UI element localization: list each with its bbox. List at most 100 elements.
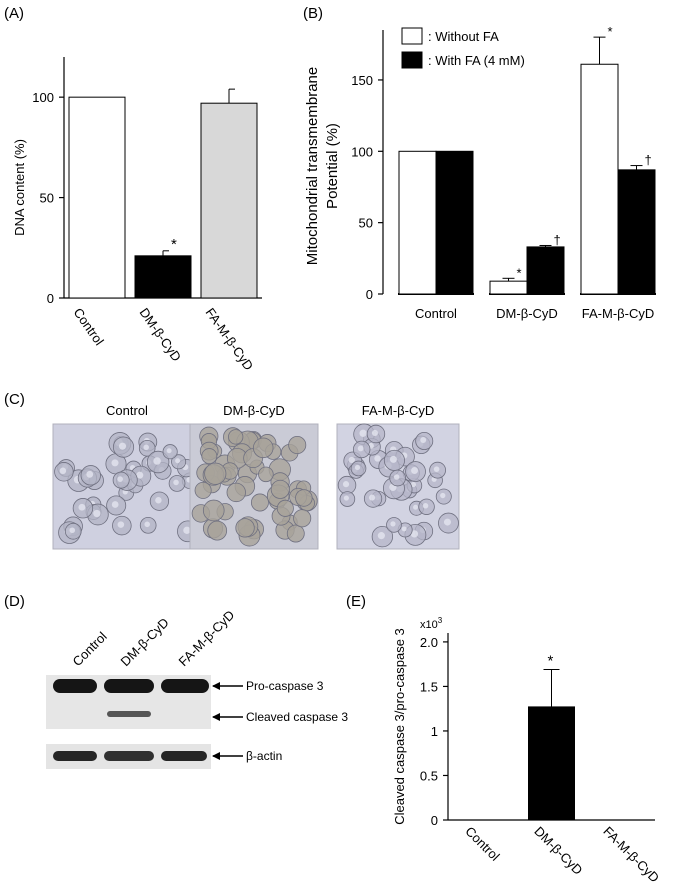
chart-a-bar xyxy=(68,96,126,299)
cell-shape xyxy=(293,509,312,528)
chart-e-x-tick-label: DM-β-CyD xyxy=(531,824,585,878)
chart-b-y-tick-label: 50 xyxy=(359,216,373,231)
chart-e-y-tick-label: 0 xyxy=(431,813,438,828)
cell-nucleus-highlight xyxy=(153,457,161,465)
chart-e-y-tick-label: 0.5 xyxy=(420,768,438,783)
cell-nucleus-highlight xyxy=(118,442,127,450)
micrographs xyxy=(52,423,460,550)
chart-e-y-tick-label: 1.5 xyxy=(420,679,438,694)
cell-shape xyxy=(202,499,225,522)
chart-b-y-axis-label-line-2: Potential (%) xyxy=(324,123,341,209)
cell-nucleus-highlight xyxy=(401,526,407,532)
chart-b-bar-with-fa xyxy=(617,169,656,295)
chart-b-y-axis-label-line-1: Mitochondrial transmembrane xyxy=(304,67,321,265)
cell-nucleus-highlight xyxy=(443,518,451,526)
band-pro-caspase-dm xyxy=(104,679,154,693)
band-cleaved-caspase-dm xyxy=(107,711,151,717)
chart-e-y-tick-label: 1 xyxy=(431,724,438,739)
chart-a-x-tick-label: DM-β-CyD xyxy=(137,305,185,364)
chart-b-bar-without-fa xyxy=(489,280,528,295)
chart-b-bar-with-fa xyxy=(435,150,474,295)
chart-b-x-tick-label: DM-β-CyD xyxy=(496,306,558,321)
cell-shape xyxy=(194,481,212,499)
chart-b-significance-mark: * xyxy=(608,24,613,39)
band-actin-dm xyxy=(104,751,154,761)
cell-nucleus-highlight xyxy=(422,503,429,509)
band-pro-caspase-fa xyxy=(161,679,209,693)
chart-a-bar xyxy=(134,255,192,299)
chart-e-bar xyxy=(528,706,575,821)
chart-e-significance-mark: * xyxy=(548,653,554,670)
chart-e-x-tick-label: FA-M-β-CyD xyxy=(600,824,662,886)
chart-a-y-tick-label: 100 xyxy=(32,90,54,105)
cell-shape xyxy=(288,435,307,455)
chart-b-legend-swatch xyxy=(401,27,423,45)
chart-e-y-tick-label: 2.0 xyxy=(420,635,438,650)
cell-nucleus-highlight xyxy=(175,458,181,464)
arrowhead-pro-caspase xyxy=(212,682,220,690)
cell-nucleus-highlight xyxy=(117,521,125,528)
cell-nucleus-highlight xyxy=(343,495,349,501)
cell-nucleus-highlight xyxy=(143,444,149,451)
cell-nucleus-highlight xyxy=(144,521,150,528)
micrograph-label-control: Control xyxy=(106,403,148,418)
cell-nucleus-highlight xyxy=(86,470,94,478)
chart-b-bar-with-fa xyxy=(526,246,565,295)
chart-a-y-axis-label: DNA content (%) xyxy=(12,139,27,236)
chart-a-y-tick-label: 50 xyxy=(40,191,54,206)
cell-nucleus-highlight xyxy=(78,503,86,511)
cell-nucleus-highlight xyxy=(111,501,119,508)
chart-b-x-tick-label: Control xyxy=(415,306,457,321)
chart-b-legend-label: : Without FA xyxy=(428,29,499,44)
cell-nucleus-highlight xyxy=(410,482,416,488)
cell-nucleus-highlight xyxy=(357,445,364,452)
cell-nucleus-highlight xyxy=(155,497,162,504)
chart-b-bar-without-fa xyxy=(398,150,437,295)
chart-e-x-tick-label: Control xyxy=(462,824,502,864)
cell-nucleus-highlight xyxy=(354,464,361,471)
cell-nucleus-highlight xyxy=(440,492,446,499)
cell-shape xyxy=(235,518,255,538)
chart-b-bar-without-fa xyxy=(580,63,619,295)
micrograph-label-fa: FA-M-β-CyD xyxy=(362,403,434,418)
panel-label-d: (D) xyxy=(4,593,25,610)
cell-nucleus-highlight xyxy=(111,459,119,467)
cell-shape xyxy=(226,482,246,503)
chart-b-x-tick-label: FA-M-β-CyD xyxy=(582,306,654,321)
cell-shape xyxy=(258,466,274,483)
cell-nucleus-highlight xyxy=(359,429,367,437)
cell-nucleus-highlight xyxy=(183,526,191,534)
cell-nucleus-highlight xyxy=(433,466,440,472)
panel-label-b: (B) xyxy=(303,5,323,22)
chart-b-significance-mark: † xyxy=(554,232,561,247)
panel-label-c: (C) xyxy=(4,391,25,408)
arrowhead-cleaved-caspase xyxy=(212,713,220,721)
band-pro-caspase-control xyxy=(53,679,97,693)
chart-b-significance-mark: * xyxy=(517,265,522,280)
cell-nucleus-highlight xyxy=(136,471,144,479)
band-label-pro-caspase: Pro-caspase 3 xyxy=(246,679,324,693)
chart-a-significance-mark: * xyxy=(171,236,177,253)
band-label-cleaved-caspase: Cleaved caspase 3 xyxy=(246,710,348,724)
chart-b-y-tick-label: 0 xyxy=(366,287,373,302)
western-blot: Control DM-β-CyD FA-M-β-CyD Pro-caspase … xyxy=(46,607,348,769)
chart-e-scale-exponent: 3 xyxy=(438,616,443,625)
cell-nucleus-highlight xyxy=(166,448,172,454)
chart-a-bar xyxy=(200,102,258,299)
cell-nucleus-highlight xyxy=(420,436,427,444)
chart-b-y-tick-label: 150 xyxy=(351,73,373,88)
chart-a-y-tick-label: 0 xyxy=(47,291,54,306)
cell-nucleus-highlight xyxy=(410,530,419,538)
micrograph-label-dm: DM-β-CyD xyxy=(223,403,285,418)
cell-shape xyxy=(201,448,218,465)
cell-shape xyxy=(295,489,313,507)
cell-nucleus-highlight xyxy=(59,467,67,475)
cell-shape xyxy=(286,524,305,543)
cell-shape xyxy=(276,499,294,517)
cell-nucleus-highlight xyxy=(117,476,123,482)
chart-a-x-tick-label: Control xyxy=(71,305,107,348)
chart-b-mitochondrial-potential: 0 50 100 150 Mitochondrial transmembrane Pote… xyxy=(304,24,656,321)
band-label-actin: β-actin xyxy=(246,749,282,763)
cell-nucleus-highlight xyxy=(369,494,376,501)
